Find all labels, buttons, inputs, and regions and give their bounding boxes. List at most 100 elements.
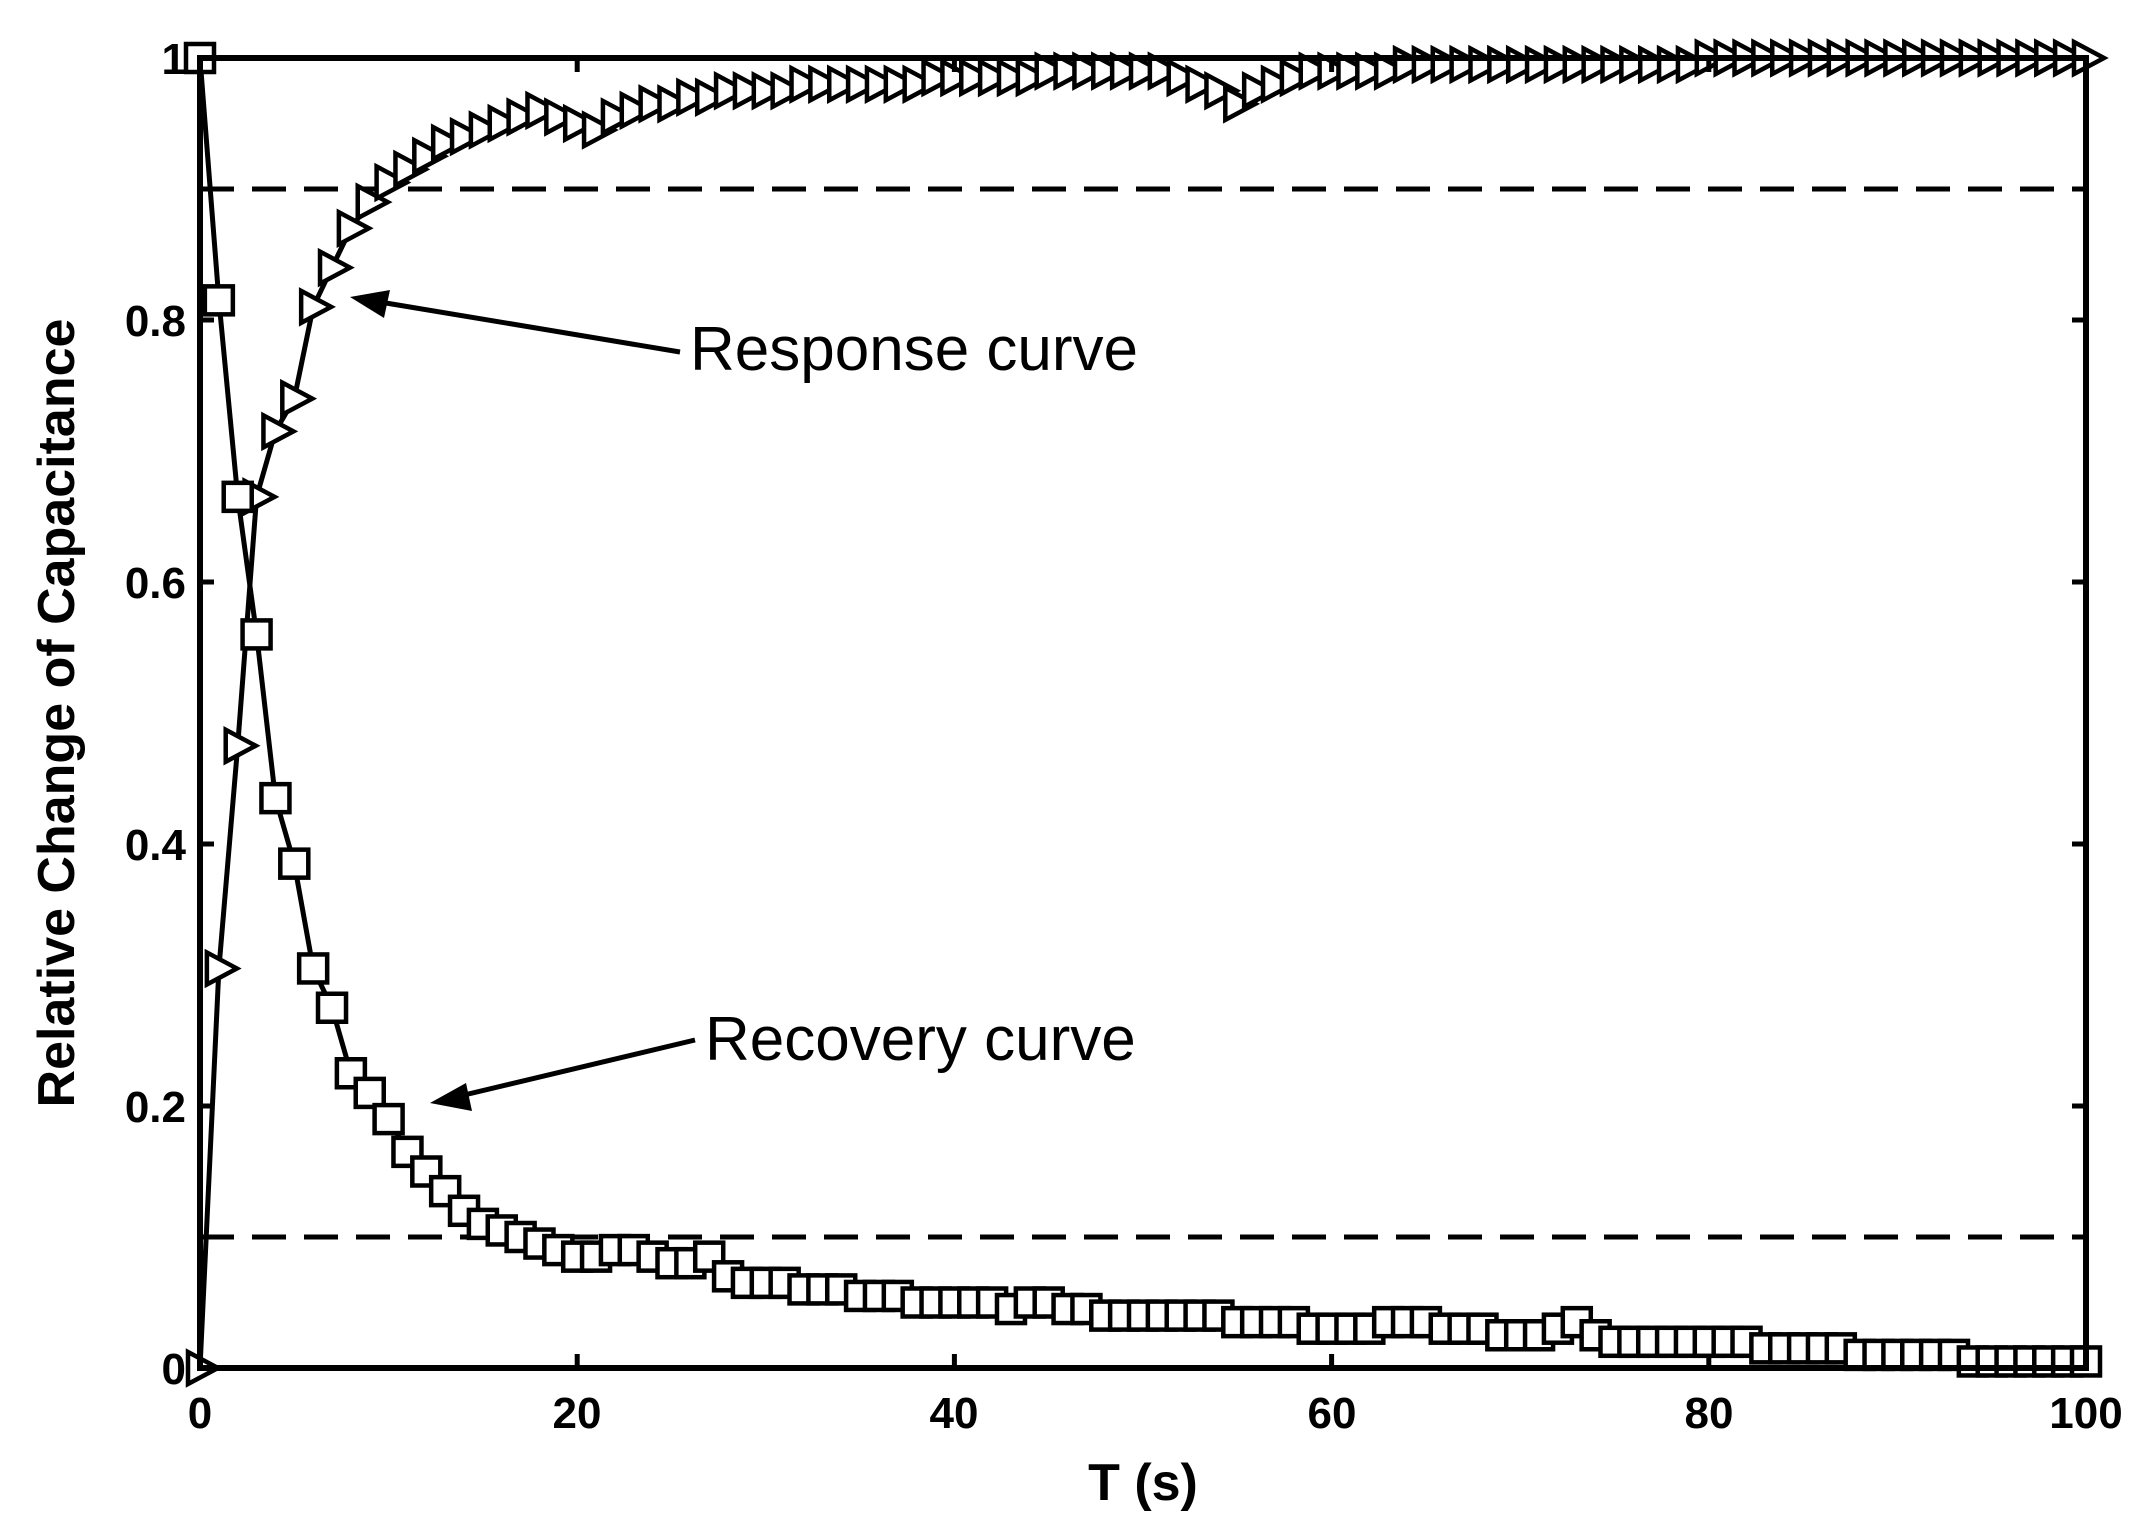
response-point	[280, 378, 318, 419]
response-point	[902, 64, 940, 104]
recovery-point	[353, 1076, 386, 1110]
response-point	[412, 136, 450, 176]
recovery-curve-arrow	[459, 1037, 696, 1099]
response-curve-arrow	[379, 299, 681, 355]
response-point	[1355, 51, 1393, 91]
response-point	[1204, 71, 1242, 111]
recovery-curve-annotation: Recovery curve	[705, 1005, 1136, 1074]
response-point	[694, 77, 733, 118]
response-point	[732, 71, 770, 111]
response-point	[1373, 51, 1411, 91]
response-point	[638, 84, 676, 124]
recovery-point	[315, 991, 349, 1024]
y-tick-label: 0.4	[125, 821, 187, 870]
response-point	[959, 57, 997, 98]
response-point	[562, 103, 600, 144]
response-point	[374, 162, 412, 203]
x-tick-label: 40	[930, 1389, 979, 1438]
response-curve-series	[185, 38, 2109, 1388]
recovery-point	[240, 618, 273, 651]
response-point	[1147, 51, 1185, 91]
response-point	[751, 71, 789, 111]
response-point	[600, 97, 638, 137]
response-point	[1166, 57, 1204, 98]
x-tick-label: 100	[2049, 1389, 2122, 1438]
response-point	[921, 57, 959, 98]
response-point	[487, 103, 525, 144]
response-point	[1015, 57, 1053, 98]
y-axis-title: Relative Change of Capacitance	[28, 319, 86, 1108]
x-tick-label: 60	[1308, 1389, 1357, 1438]
x-tick-label: 0	[188, 1389, 212, 1438]
axis-ticks	[197, 55, 2089, 1371]
x-tick-label: 80	[1685, 1389, 1734, 1438]
response-point	[1053, 51, 1091, 91]
response-point	[657, 84, 695, 124]
response-point	[996, 57, 1034, 98]
plot-frame	[197, 55, 2089, 1371]
response-point	[544, 97, 582, 137]
response-point	[336, 208, 374, 249]
response-point	[449, 116, 487, 157]
recovery-point	[278, 847, 311, 880]
response-point	[1223, 84, 1261, 124]
response-curve-line	[197, 55, 2086, 1369]
response-point	[1109, 51, 1147, 91]
response-point	[1336, 51, 1374, 91]
threshold-lines	[200, 186, 2086, 1240]
response-point	[204, 948, 242, 989]
response-point	[298, 287, 336, 327]
response-point	[864, 64, 902, 104]
response-point	[883, 64, 921, 104]
response-point	[826, 64, 865, 104]
response-point	[713, 71, 751, 111]
y-tick-label: 0.8	[125, 297, 186, 346]
recovery-point	[202, 284, 236, 317]
response-point	[223, 726, 261, 766]
response-point	[1034, 51, 1072, 91]
response-point	[808, 64, 846, 104]
y-tick-label: 0	[162, 1345, 186, 1394]
response-point	[940, 57, 978, 98]
response-point	[1317, 51, 1355, 91]
response-point	[1128, 51, 1166, 91]
response-point	[261, 411, 299, 452]
response-curve-annotation: Response curve	[690, 315, 1138, 384]
series-layer	[183, 38, 2109, 1388]
response-point	[1185, 64, 1223, 104]
response-point	[355, 182, 393, 222]
y-tick-label: 0.2	[125, 1083, 186, 1132]
response-curve-arrowhead	[350, 290, 390, 318]
y-tick-label: 1	[162, 35, 186, 84]
x-tick-label: 20	[553, 1389, 602, 1438]
response-point	[676, 77, 714, 118]
response-point	[1279, 57, 1317, 98]
response-point	[619, 90, 657, 131]
response-point	[1260, 64, 1298, 104]
response-point	[525, 90, 563, 131]
response-point	[977, 57, 1015, 98]
response-point	[430, 123, 468, 163]
response-point	[581, 110, 619, 150]
recovery-point	[372, 1102, 405, 1136]
response-point	[789, 64, 827, 104]
recovery-curve-series	[183, 41, 2103, 1378]
response-point	[1241, 71, 1279, 111]
response-point	[770, 71, 808, 111]
recovery-point	[296, 952, 330, 985]
response-point	[393, 149, 431, 190]
y-tick-label: 0.6	[125, 559, 186, 608]
response-point	[1091, 51, 1129, 91]
response-point	[317, 247, 355, 288]
response-point	[506, 97, 544, 137]
response-point	[1298, 51, 1336, 91]
recovery-point	[221, 480, 254, 514]
response-point	[845, 64, 883, 104]
response-point	[1072, 51, 1110, 91]
response-point	[468, 110, 506, 150]
recovery-curve-arrowhead	[430, 1083, 472, 1111]
recovery-curve-line	[197, 57, 2086, 1364]
x-axis-title: T (s)	[1088, 1454, 1198, 1512]
recovery-point	[259, 781, 292, 815]
